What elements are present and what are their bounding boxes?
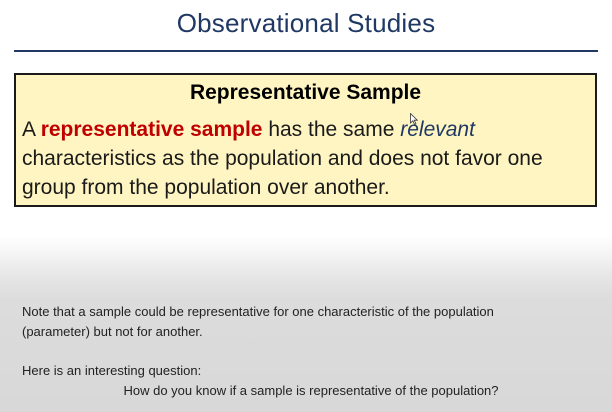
definition-emphasis: relevant: [400, 118, 475, 141]
definition-text: A representative sample has the same rel…: [22, 115, 592, 202]
definition-suffix: characteristics as the population and do…: [22, 147, 543, 199]
definition-prefix: A: [22, 118, 41, 141]
question-intro: Here is an interesting question:: [22, 363, 202, 378]
mouse-pointer-icon: [410, 113, 418, 125]
note-line-2: (parameter) but not for another.: [22, 324, 203, 339]
note-line-1: Note that a sample could be representati…: [22, 304, 494, 319]
slide-title: Observational Studies: [176, 8, 436, 38]
question-text: How do you know if a sample is represent…: [123, 383, 499, 398]
definition-term: representative sample: [40, 118, 263, 141]
definition-box: Representative Sample A representative s…: [14, 73, 597, 207]
definition-heading: Representative Sample: [189, 81, 422, 104]
definition-middle: has the same: [262, 118, 401, 141]
title-divider: [14, 50, 598, 52]
